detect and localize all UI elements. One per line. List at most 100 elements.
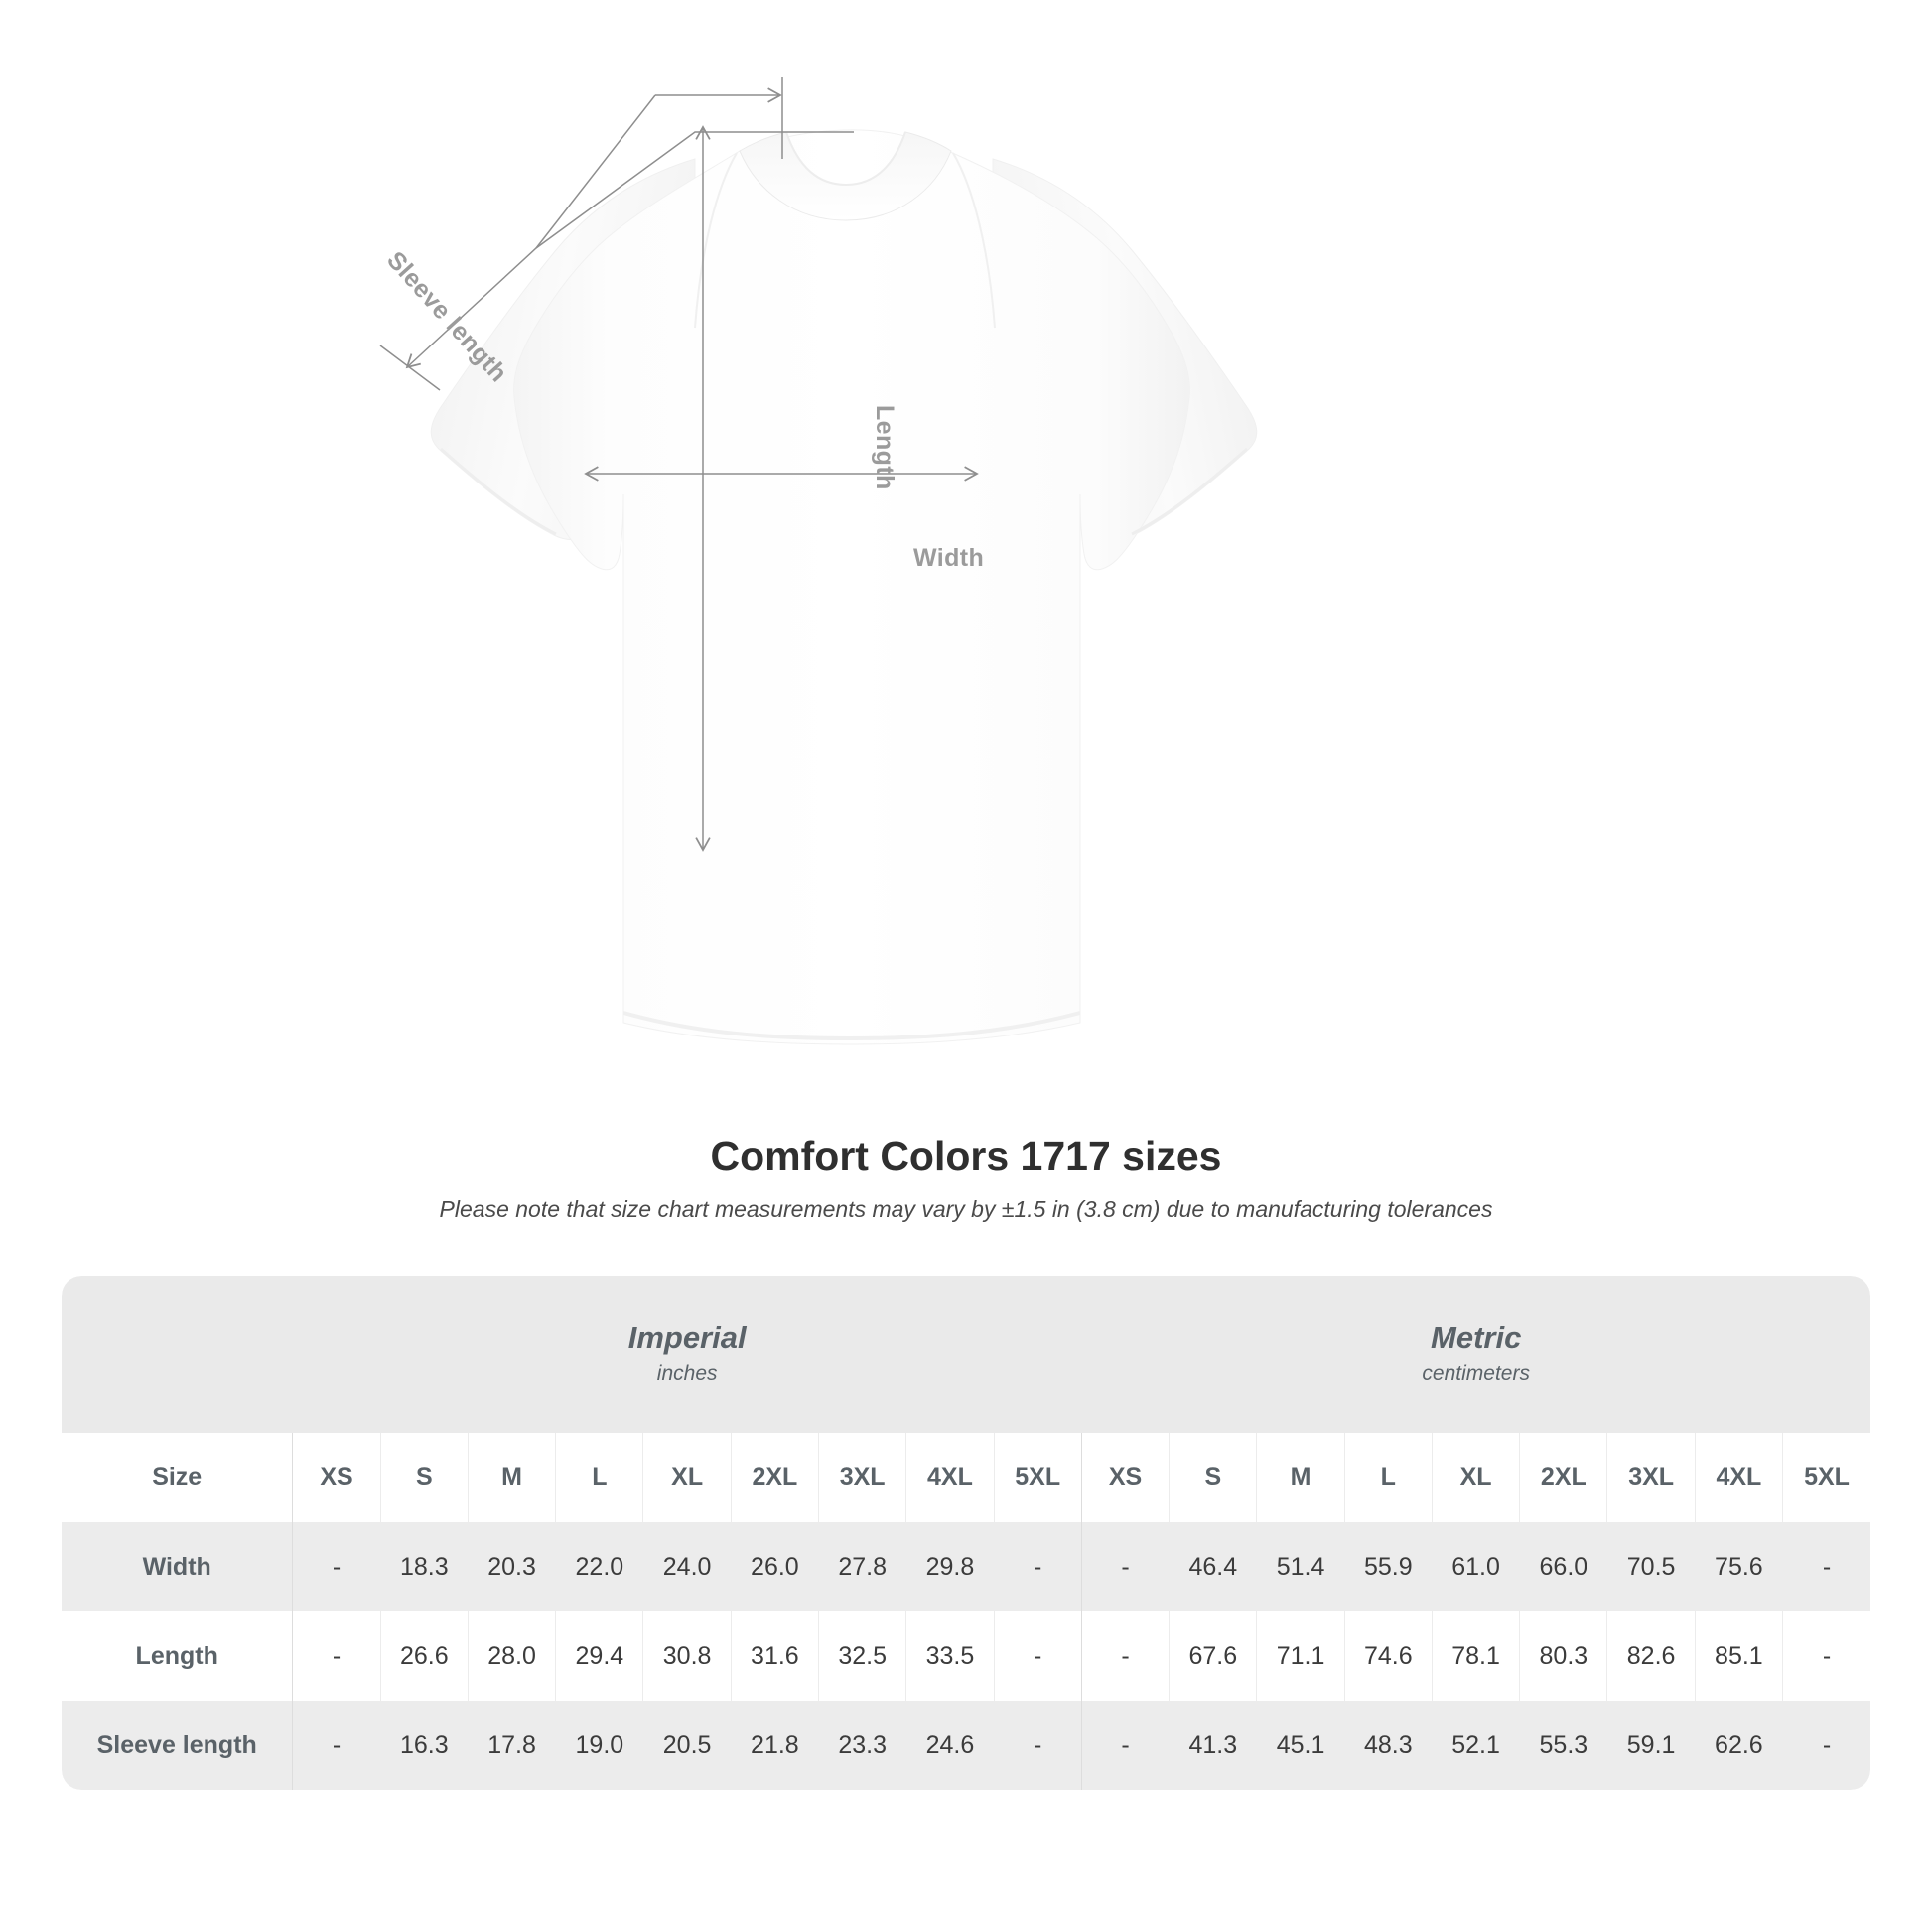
- cell-width-metric-m: 51.4: [1256, 1522, 1345, 1611]
- sleeve-end-tick: [379, 345, 441, 391]
- unit-sublabel: inches: [656, 1361, 718, 1385]
- size-header-imperial-s: S: [379, 1433, 469, 1522]
- collar-inner-line: [785, 131, 906, 187]
- cell-length-imperial-5xl: -: [993, 1611, 1082, 1701]
- cell-sleeve-length-imperial-4xl: 24.6: [905, 1701, 995, 1790]
- size-header-metric-5xl: 5XL: [1782, 1433, 1870, 1522]
- cell-width-metric-2xl: 66.0: [1519, 1522, 1607, 1611]
- cell-width-metric-3xl: 70.5: [1606, 1522, 1696, 1611]
- page-subtitle: Please note that size chart measurements…: [439, 1196, 1493, 1223]
- cell-sleeve-length-metric-2xl: 55.3: [1519, 1701, 1607, 1790]
- size-chart-table-wrapper: Imperial inches Metric centimeters Size XS S M L…: [62, 1276, 1870, 1790]
- cell-sleeve-length-metric-4xl: 62.6: [1694, 1701, 1783, 1790]
- cell-sleeve-length-imperial-m: 17.8: [467, 1701, 556, 1790]
- size-header-metric-3xl: 3XL: [1606, 1433, 1696, 1522]
- size-header-imperial-m: M: [467, 1433, 556, 1522]
- cell-sleeve-length-metric-l: 48.3: [1343, 1701, 1433, 1790]
- cell-width-imperial-s: 18.3: [379, 1522, 469, 1611]
- size-header-imperial-5xl: 5XL: [993, 1433, 1082, 1522]
- table-row: Length -26.6 28.0 29.4 30.8 31.6 32.5 33.5- -67.…: [62, 1611, 1870, 1701]
- unit-banner-metric: Metric centimeters: [1081, 1276, 1870, 1433]
- tshirt-diagram-svg: [379, 77, 1258, 1045]
- title-block: Comfort Colors 1717 sizes Please note th…: [0, 1132, 1932, 1224]
- size-chart-table: Imperial inches Metric centimeters Size XS S M L…: [62, 1276, 1870, 1790]
- cell-sleeve-length-imperial-xs: -: [292, 1701, 381, 1790]
- cell-width-imperial-xs: -: [292, 1522, 381, 1611]
- length-label: Length: [871, 405, 898, 490]
- cell-length-metric-m: 71.1: [1256, 1611, 1345, 1701]
- unit-banner-imperial: Imperial inches: [292, 1276, 1082, 1433]
- row-label-width: Width: [62, 1522, 293, 1611]
- size-header-metric-4xl: 4XL: [1694, 1433, 1783, 1522]
- table-row: Sleeve length -16.3 17.8 19.0 20.5 21.8 23.3 24…: [62, 1701, 1870, 1790]
- cell-width-metric-4xl: 75.6: [1694, 1522, 1783, 1611]
- size-header-imperial-xs: XS: [292, 1433, 381, 1522]
- tshirt-illustration: Sleeve length Length Width: [379, 77, 1258, 1045]
- size-header-imperial-2xl: 2XL: [730, 1433, 819, 1522]
- size-header-metric-l: L: [1343, 1433, 1433, 1522]
- left-sleeve-hem: [440, 447, 557, 536]
- shirt-torso: [513, 129, 1190, 1045]
- cell-length-metric-s: 67.6: [1169, 1611, 1257, 1701]
- width-label: Width: [913, 544, 985, 572]
- cell-width-metric-5xl: -: [1782, 1522, 1870, 1611]
- cell-sleeve-length-metric-s: 41.3: [1169, 1701, 1257, 1790]
- cell-sleeve-length-imperial-xl: 20.5: [642, 1701, 732, 1790]
- cell-sleeve-length-metric-xs: -: [1080, 1701, 1170, 1790]
- cell-length-imperial-4xl: 33.5: [905, 1611, 995, 1701]
- cell-sleeve-length-metric-xl: 52.1: [1431, 1701, 1520, 1790]
- size-header-metric-xs: XS: [1080, 1433, 1170, 1522]
- cell-sleeve-length-imperial-s: 16.3: [379, 1701, 469, 1790]
- row-label-sleeve-length: Sleeve length: [62, 1701, 293, 1790]
- cell-width-metric-s: 46.4: [1169, 1522, 1257, 1611]
- cell-width-imperial-m: 20.3: [467, 1522, 556, 1611]
- cell-sleeve-length-metric-m: 45.1: [1256, 1701, 1345, 1790]
- size-header-metric-2xl: 2XL: [1519, 1433, 1607, 1522]
- shirt-bottom-hem: [622, 1011, 1081, 1041]
- cell-width-metric-xl: 61.0: [1431, 1522, 1520, 1611]
- cell-width-imperial-xl: 24.0: [642, 1522, 732, 1611]
- cell-length-metric-4xl: 85.1: [1694, 1611, 1783, 1701]
- unit-name: Imperial: [627, 1319, 747, 1355]
- cell-width-metric-l: 55.9: [1343, 1522, 1433, 1611]
- cell-width-metric-xs: -: [1080, 1522, 1170, 1611]
- cell-length-metric-xs: -: [1080, 1611, 1170, 1701]
- size-header-imperial-xl: XL: [642, 1433, 732, 1522]
- cell-length-metric-3xl: 82.6: [1606, 1611, 1696, 1701]
- unit-banner-spacer: [62, 1276, 293, 1433]
- cell-length-imperial-2xl: 31.6: [730, 1611, 819, 1701]
- cell-length-imperial-s: 26.6: [379, 1611, 469, 1701]
- sleeve-leader-diag: [535, 94, 656, 249]
- right-shoulder-seam: [952, 152, 996, 329]
- cell-length-metric-5xl: -: [1782, 1611, 1870, 1701]
- cell-sleeve-length-imperial-3xl: 23.3: [818, 1701, 906, 1790]
- cell-length-metric-xl: 78.1: [1431, 1611, 1520, 1701]
- unit-name: Metric: [1431, 1319, 1522, 1355]
- cell-width-imperial-5xl: -: [993, 1522, 1082, 1611]
- cell-sleeve-length-imperial-l: 19.0: [555, 1701, 643, 1790]
- shirt-body-group: [430, 129, 1258, 1045]
- unit-sublabel: centimeters: [1422, 1361, 1530, 1385]
- cell-length-imperial-xl: 30.8: [642, 1611, 732, 1701]
- cell-length-metric-2xl: 80.3: [1519, 1611, 1607, 1701]
- cell-length-metric-l: 74.6: [1343, 1611, 1433, 1701]
- page-title: Comfort Colors 1717 sizes: [710, 1133, 1222, 1178]
- cell-sleeve-length-imperial-5xl: -: [993, 1701, 1082, 1790]
- size-header-metric-s: S: [1169, 1433, 1257, 1522]
- cell-length-imperial-3xl: 32.5: [818, 1611, 906, 1701]
- row-label-length: Length: [62, 1611, 293, 1701]
- right-sleeve-hem: [1131, 447, 1248, 536]
- unit-banner-row: Imperial inches Metric centimeters: [62, 1276, 1870, 1433]
- table-row: Width -18.3 20.3 22.0 24.0 26.0 27.8 29.8- -46.4…: [62, 1522, 1870, 1611]
- measurement-lines-group: [379, 77, 979, 852]
- cell-width-imperial-3xl: 27.8: [818, 1522, 906, 1611]
- size-header-label: Size: [62, 1433, 293, 1522]
- size-header-imperial-l: L: [555, 1433, 643, 1522]
- cell-sleeve-length-metric-5xl: -: [1782, 1701, 1870, 1790]
- size-header-imperial-3xl: 3XL: [818, 1433, 906, 1522]
- size-header-metric-xl: XL: [1431, 1433, 1520, 1522]
- cell-width-imperial-2xl: 26.0: [730, 1522, 819, 1611]
- size-header-imperial-4xl: 4XL: [905, 1433, 995, 1522]
- cell-width-imperial-4xl: 29.8: [905, 1522, 995, 1611]
- cell-width-imperial-l: 22.0: [555, 1522, 643, 1611]
